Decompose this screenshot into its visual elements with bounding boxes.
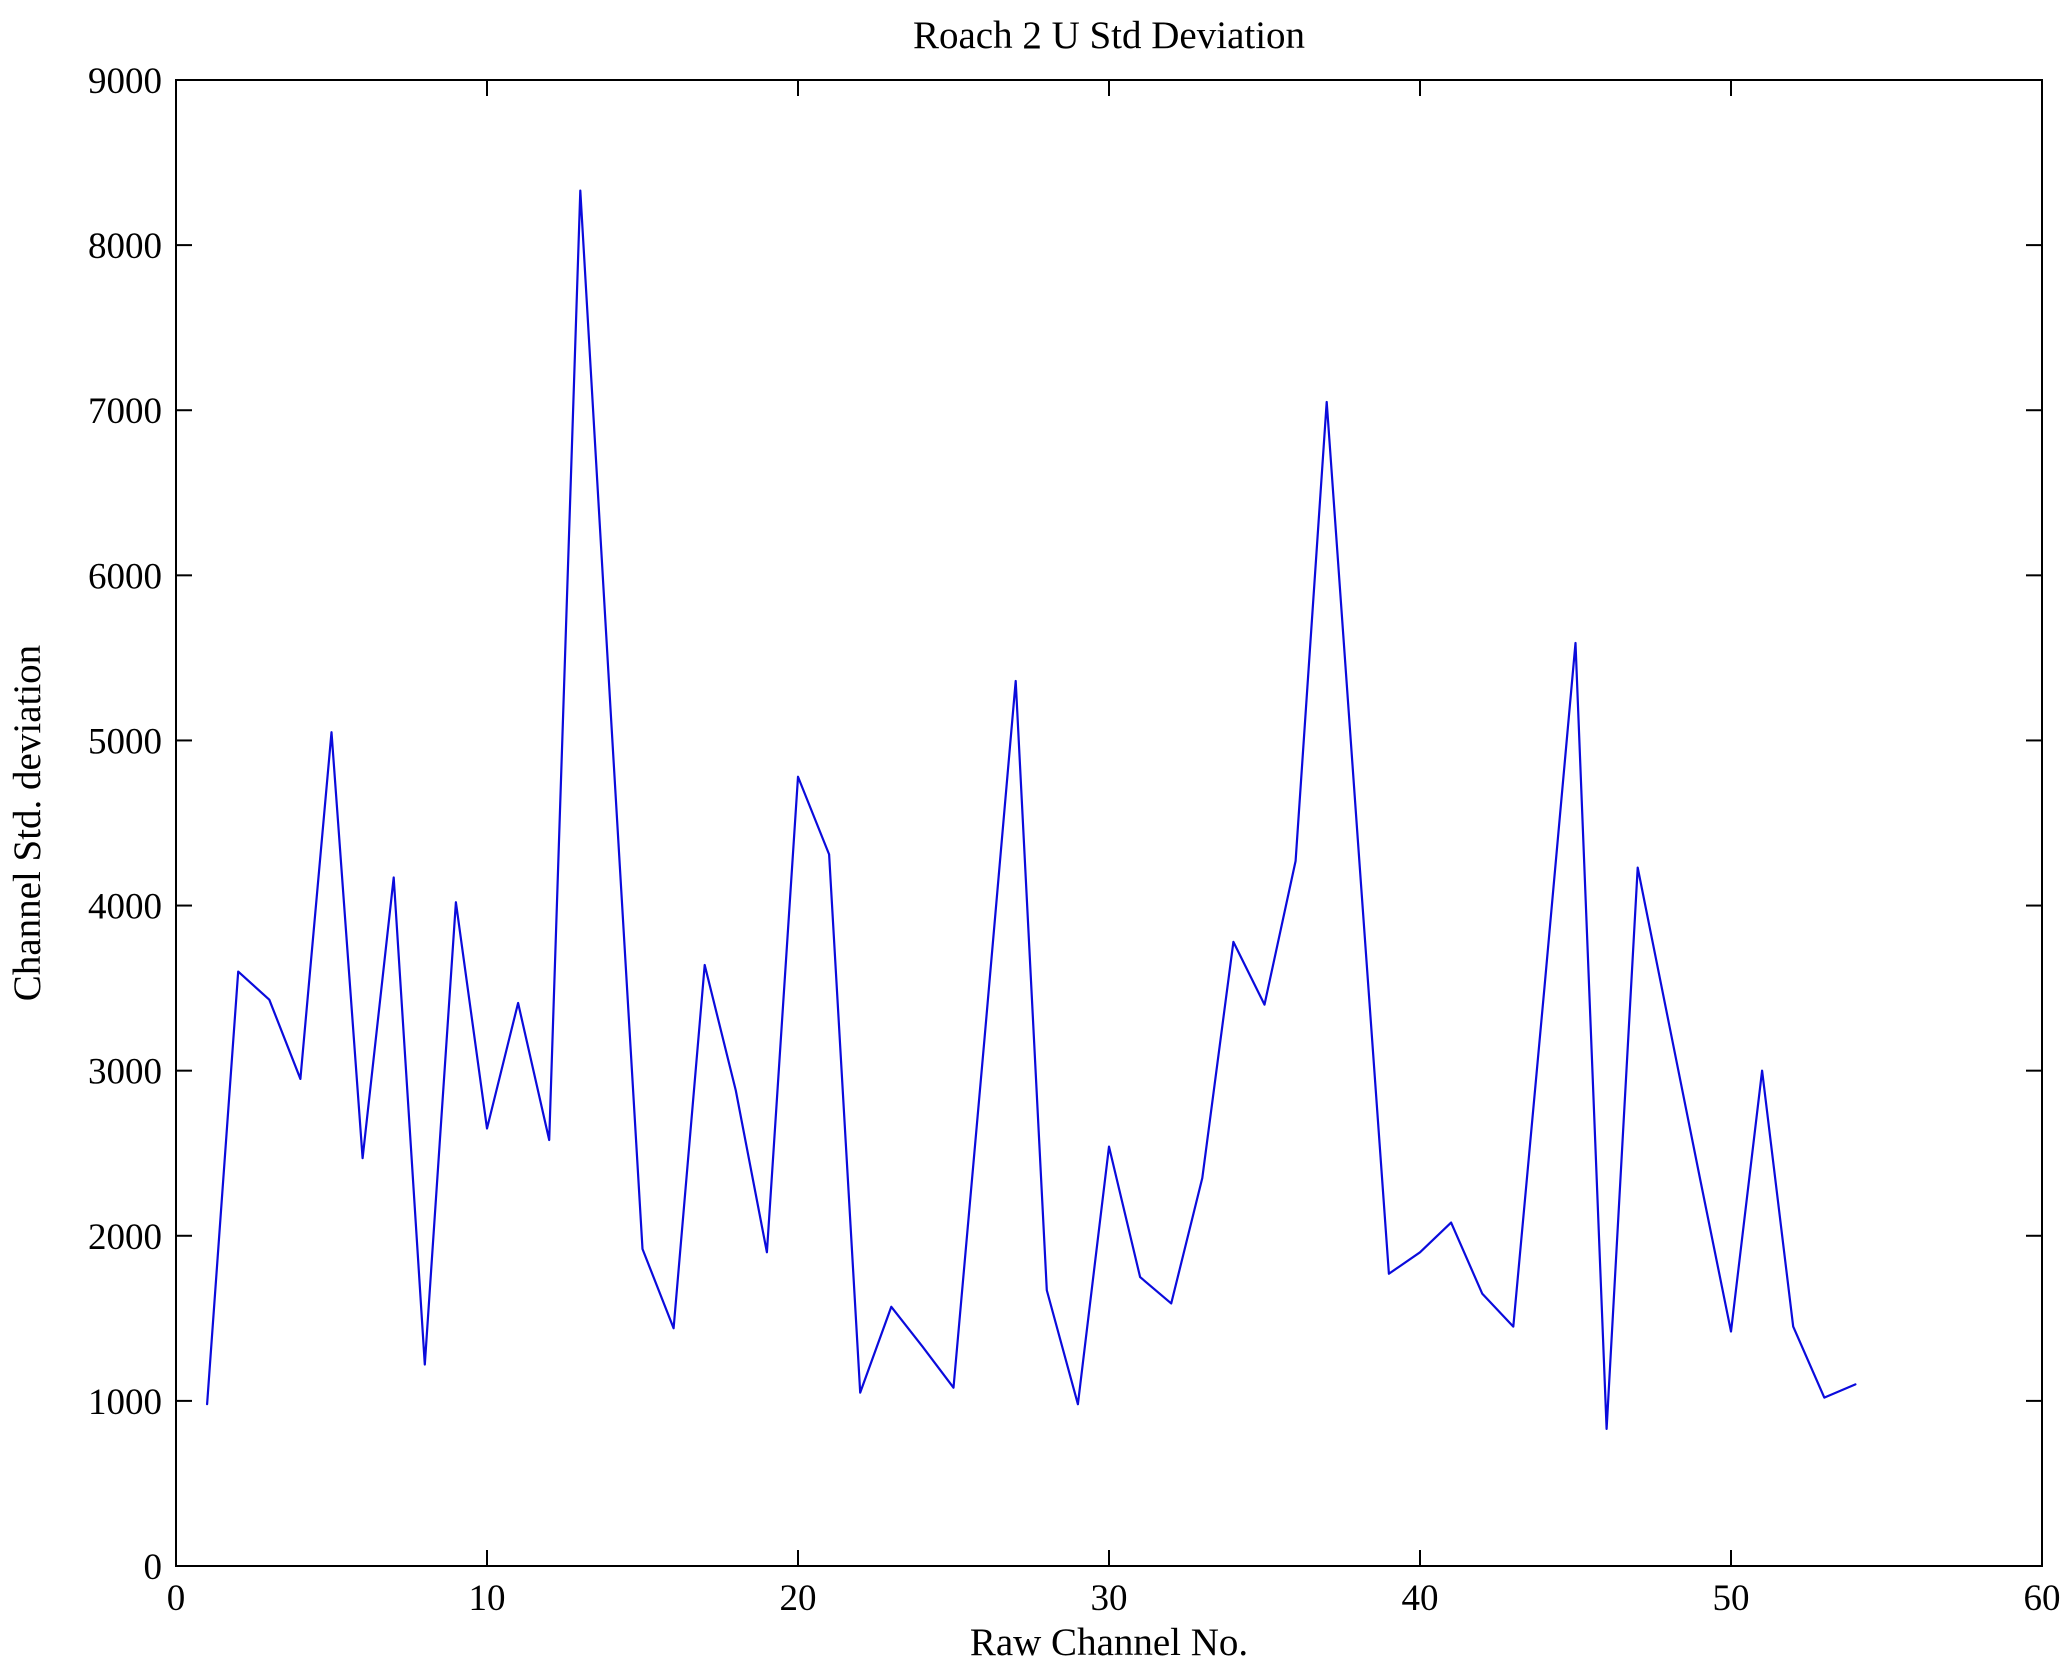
x-tick-label: 50: [1713, 1578, 1750, 1619]
y-axis-label: Channel Std. deviation: [6, 645, 49, 1001]
axes-frame: [175, 79, 2043, 1567]
x-tick-label: 0: [167, 1578, 186, 1619]
x-tick-label: 60: [2024, 1578, 2061, 1619]
x-tick-label: 40: [1402, 1578, 1439, 1619]
data-series-line: [206, 189, 1857, 1431]
y-tick-label: 5000: [88, 721, 162, 762]
chart-title: Roach 2 U Std Deviation: [913, 14, 1305, 57]
y-tick-label: 2000: [88, 1217, 162, 1258]
x-tick-label: 10: [469, 1578, 506, 1619]
plot-area: 0 10 20 30 40 50 60 0 1000 2000 3000 4000 5000 6000 70…: [88, 61, 2061, 1619]
y-tick-label: 6000: [88, 556, 162, 597]
x-axis-label: Raw Channel No.: [970, 1621, 1248, 1664]
y-tick-label: 1000: [88, 1382, 162, 1423]
y-tick-label: 0: [144, 1547, 163, 1588]
x-tick-label: 30: [1091, 1578, 1128, 1619]
y-tick-label: 7000: [88, 391, 162, 432]
x-tick-label: 20: [780, 1578, 817, 1619]
y-tick-label: 9000: [88, 61, 162, 102]
y-tick-label: 8000: [88, 226, 162, 267]
y-tick-label: 4000: [88, 887, 162, 928]
y-tick-label: 3000: [88, 1052, 162, 1093]
